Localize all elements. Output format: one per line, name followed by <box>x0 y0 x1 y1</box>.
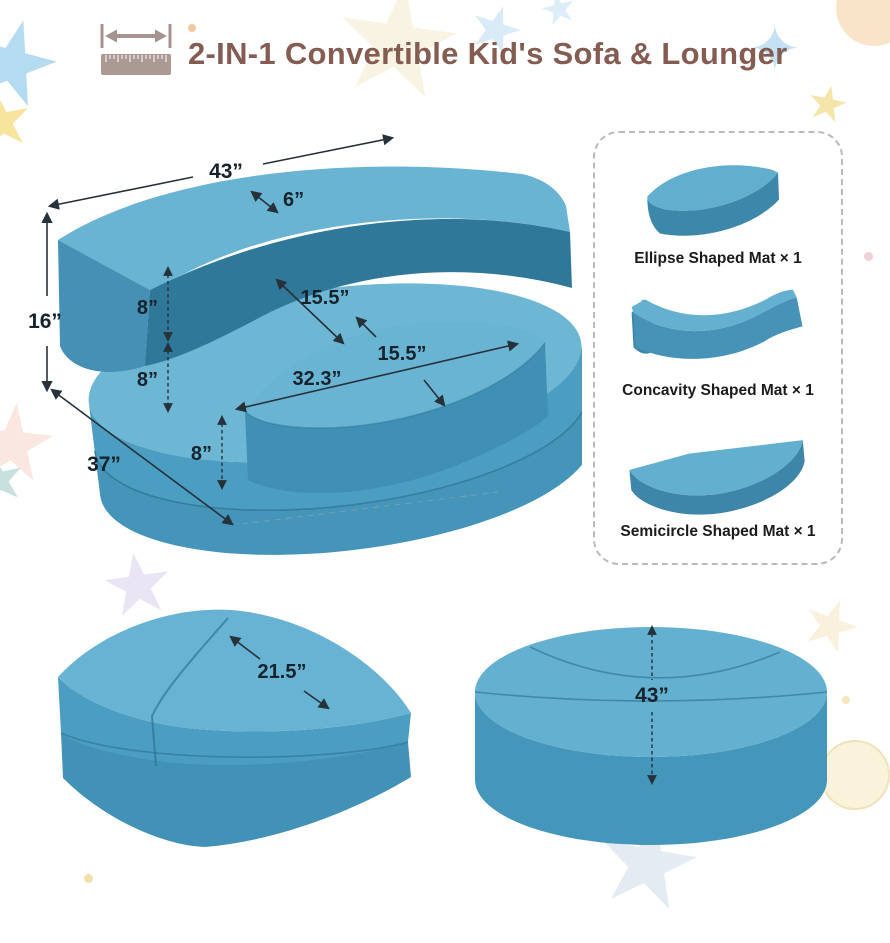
star-decoration: ★ <box>800 72 855 136</box>
header: 2-IN-1 Convertible Kid's Sofa & Lounger <box>98 22 788 78</box>
svg-text:6”: 6” <box>283 189 304 211</box>
dot-decoration <box>188 24 196 32</box>
svg-text:32.3”: 32.3” <box>293 368 342 390</box>
panel-label: Semicircle Shaped Mat × 1 <box>620 522 816 540</box>
concavity-mat-figure <box>631 289 803 359</box>
parts-panel: Ellipse Shaped Mat × 1 Concavity Shaped … <box>593 131 843 565</box>
folded-bottom-layer <box>61 733 411 847</box>
sofa-backrest <box>58 166 572 373</box>
moon-circle-decoration <box>820 740 890 810</box>
dim-mat-length: 32.3” <box>234 340 520 413</box>
dim-seat-depth: 15.5” <box>275 278 350 345</box>
svg-text:8”: 8” <box>137 297 158 319</box>
panel-label: Ellipse Shaped Mat × 1 <box>634 249 802 267</box>
ellipse-mat-figure <box>647 164 780 236</box>
dot-decoration <box>864 252 873 261</box>
sofa-dimension-diagram: 16” 43” 6” 8” 8” 15.5” 15.5” 32.3” 8” 37… <box>28 134 582 555</box>
folded-sofa-view: 21.5” <box>58 609 411 847</box>
wedge-seam <box>150 617 229 767</box>
panel-label: Concavity Shaped Mat × 1 <box>622 382 814 399</box>
svg-text:15.5”: 15.5” <box>301 287 350 309</box>
svg-text:16”: 16” <box>28 310 62 333</box>
star-decoration: ★ <box>0 0 78 138</box>
floor-dash-line <box>241 491 499 525</box>
svg-text:43”: 43” <box>209 160 243 183</box>
dot-decoration <box>84 874 93 883</box>
layer-seam <box>60 732 409 758</box>
svg-text:8”: 8” <box>191 443 212 465</box>
round-back-seam <box>529 646 781 679</box>
dot-decoration <box>842 696 850 704</box>
page-title: 2-IN-1 Convertible Kid's Sofa & Lounger <box>188 36 788 71</box>
dim-width-top: 43” <box>47 134 395 210</box>
dim-backrest-height: 8” <box>137 266 173 342</box>
svg-text:8”: 8” <box>137 369 158 391</box>
round-top <box>475 627 827 757</box>
round-lounger-view: 43” <box>474 625 828 845</box>
svg-text:43”: 43” <box>635 684 669 707</box>
svg-text:21.5”: 21.5” <box>258 661 307 683</box>
dim-folded-seat-width: 21.5” <box>229 635 330 710</box>
dim-backrest-thickness: 6” <box>250 189 304 214</box>
dim-overall-height: 16” <box>28 211 62 393</box>
round-side <box>475 692 827 845</box>
dim-base-height: 8” <box>137 342 173 413</box>
dim-round-diameter: 43” <box>635 625 669 785</box>
panel-item-concavity-mat: Concavity Shaped Mat × 1 <box>618 284 818 400</box>
ruler-icon <box>100 24 172 75</box>
svg-text:15.5”: 15.5” <box>378 343 427 365</box>
svg-text:37”: 37” <box>87 453 121 476</box>
round-diameter-seam <box>474 691 828 702</box>
semicircle-mat-figure <box>629 439 805 515</box>
dim-overall-depth: 37” <box>50 388 234 526</box>
panel-item-semicircle-mat: Semicircle Shaped Mat × 1 <box>618 417 818 541</box>
folded-top-front <box>58 677 411 766</box>
panel-item-ellipse-mat: Ellipse Shaped Mat × 1 <box>623 156 813 268</box>
peach-circle-decoration <box>836 0 890 46</box>
